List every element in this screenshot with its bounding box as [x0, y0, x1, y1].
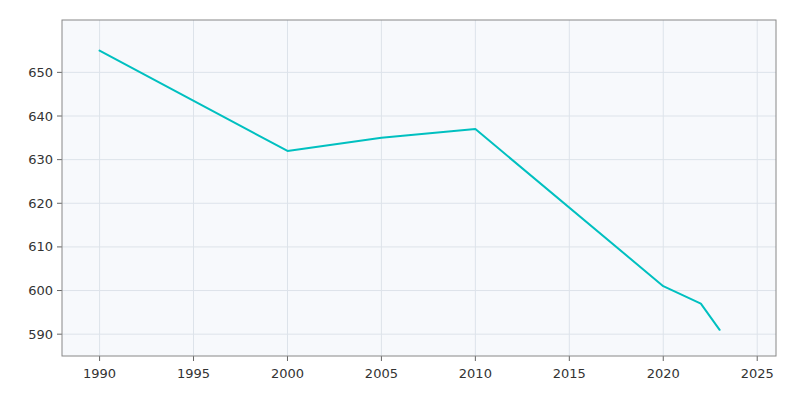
tick-label-y: 630	[28, 152, 53, 167]
tick-x	[569, 356, 570, 361]
tick-x	[663, 356, 664, 361]
tick-label-x: 2010	[459, 366, 492, 381]
tick-x	[287, 356, 288, 361]
grid-line-x	[287, 20, 288, 356]
tick-y	[57, 203, 62, 204]
data-layer	[100, 51, 720, 330]
line	[100, 51, 720, 330]
tick-label-x: 1995	[177, 366, 210, 381]
tick-label-x: 2025	[741, 366, 774, 381]
plot-frame	[62, 20, 776, 356]
tick-label-y: 620	[28, 196, 53, 211]
tick-x	[99, 356, 100, 361]
grid-line-x	[381, 20, 382, 356]
tick-label-x: 2020	[647, 366, 680, 381]
tick-label-y: 640	[28, 109, 53, 124]
grid-line-x	[475, 20, 476, 356]
grid-line-x	[663, 20, 664, 356]
tick-y	[57, 334, 62, 335]
tick-x	[757, 356, 758, 361]
tick-label-y: 600	[28, 283, 53, 298]
tick-y	[57, 116, 62, 117]
tick-label-x: 1990	[83, 366, 116, 381]
chart-svg: 1990 1995 2000 2005 2010 2015 2020 2025 590 600 61…	[0, 0, 800, 400]
axes: 1990 1995 2000 2005 2010 2015 2020 2025 590 600 61…	[28, 20, 776, 381]
tick-x	[381, 356, 382, 361]
tick-label-x: 2015	[553, 366, 586, 381]
grid-line-x	[99, 20, 100, 356]
grid	[62, 20, 776, 356]
tick-x	[193, 356, 194, 361]
grid-line-x	[569, 20, 570, 356]
tick-x	[475, 356, 476, 361]
tick-y	[57, 159, 62, 160]
grid-line-y	[62, 159, 776, 160]
tick-label-x: 2000	[271, 366, 304, 381]
tick-label-y: 590	[28, 327, 53, 342]
plot-background	[62, 20, 776, 356]
chart-container: 1990 1995 2000 2005 2010 2015 2020 2025 590 600 61…	[0, 0, 800, 400]
grid-line-x	[193, 20, 194, 356]
tick-y	[57, 290, 62, 291]
tick-label-y: 610	[28, 239, 53, 254]
tick-label-x: 2005	[365, 366, 398, 381]
grid-line-y	[62, 246, 776, 247]
grid-line-y	[62, 334, 776, 335]
grid-line-y	[62, 203, 776, 204]
grid-line-y	[62, 72, 776, 73]
page: {"chart_data": {"type": "line", "x": [19…	[0, 0, 800, 400]
tick-label-y: 650	[28, 65, 53, 80]
tick-y	[57, 72, 62, 73]
tick-y	[57, 246, 62, 247]
grid-line-y	[62, 116, 776, 117]
grid-line-y	[62, 290, 776, 291]
grid-line-x	[757, 20, 758, 356]
